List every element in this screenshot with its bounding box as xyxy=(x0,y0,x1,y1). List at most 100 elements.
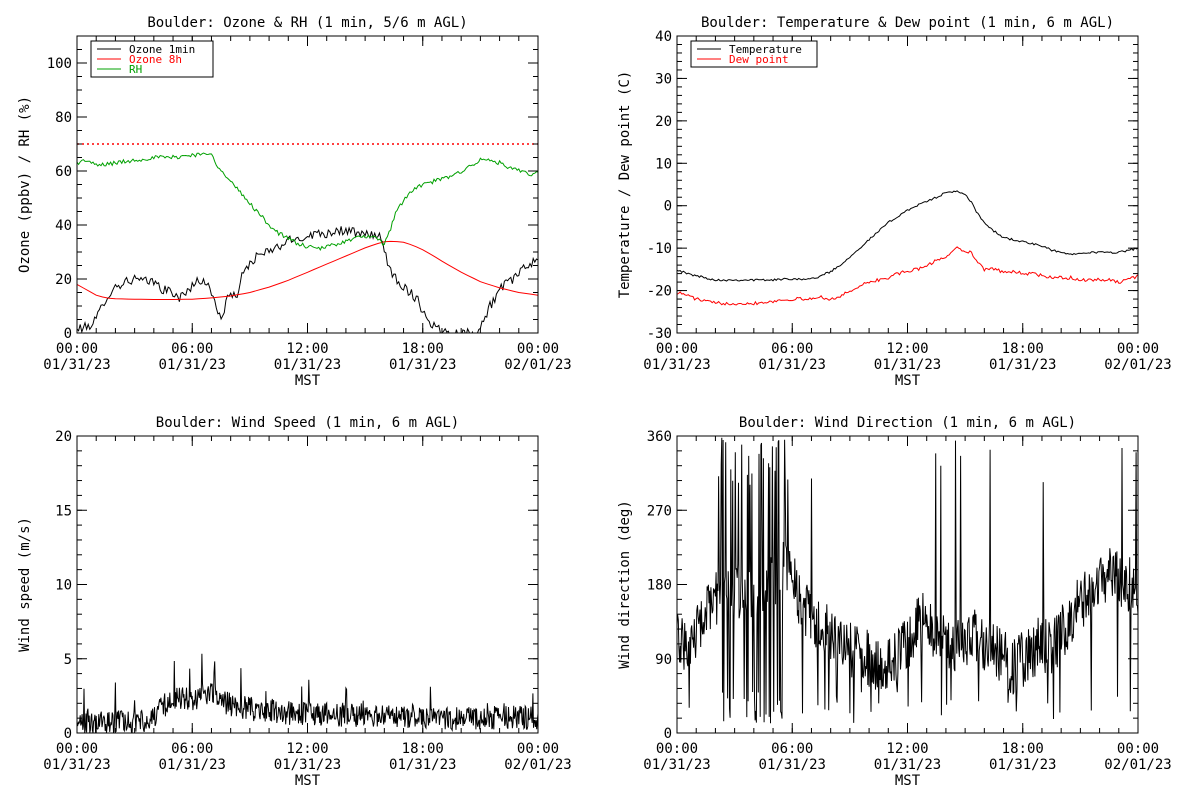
y-tick-label: 60 xyxy=(55,164,72,180)
legend-label: Ozone 8h xyxy=(129,53,182,66)
series-line-ozone-8h xyxy=(77,240,538,300)
plot-frame xyxy=(76,35,539,334)
x-tick-date-label: 01/31/23 xyxy=(389,357,456,373)
series-line-ozone-1min xyxy=(77,226,538,333)
x-tick-date-label: 01/31/23 xyxy=(874,357,941,373)
x-tick-date-label: 02/01/23 xyxy=(1104,357,1171,373)
legend-label: Temperature xyxy=(729,43,802,56)
legend-label: Dew point xyxy=(729,53,789,66)
y-tick-label: 10 xyxy=(55,578,72,594)
x-tick-label: 00:00 xyxy=(656,741,698,757)
x-tick-label: 06:00 xyxy=(771,741,813,757)
legend-label: Ozone 1min xyxy=(129,43,195,56)
series-group xyxy=(77,143,538,333)
x-tick-date-label: 01/31/23 xyxy=(159,757,226,773)
legend-box xyxy=(690,40,818,68)
x-tick-label: 12:00 xyxy=(886,741,928,757)
x-tick-date-label: 01/31/23 xyxy=(274,757,341,773)
x-tick-date-label: 02/01/23 xyxy=(504,357,571,373)
x-tick-date-label: 01/31/23 xyxy=(643,757,710,773)
y-tick-label: 360 xyxy=(647,429,672,445)
y-tick-label: 0 xyxy=(64,726,72,742)
x-tick-label: 18:00 xyxy=(1002,341,1044,357)
x-tick-date-label: 02/01/23 xyxy=(504,757,571,773)
x-tick-label: 00:00 xyxy=(517,341,559,357)
x-tick-date-label: 01/31/23 xyxy=(643,357,710,373)
y-tick-label: 0 xyxy=(664,199,672,215)
chart-title: Boulder: Temperature & Dew point (1 min,… xyxy=(701,15,1114,31)
plot-frame xyxy=(676,35,1139,334)
x-axis-label: MST xyxy=(895,773,921,789)
series-line-dew-point xyxy=(677,246,1138,306)
panel-temperature: Boulder: Temperature & Dew point (1 min,… xyxy=(617,15,1172,389)
y-tick-label: 90 xyxy=(655,652,672,668)
y-tick-label: 40 xyxy=(55,218,72,234)
y-tick-label: 10 xyxy=(655,156,672,172)
panel-ozone: Boulder: Ozone & RH (1 min, 5/6 m AGL)00… xyxy=(17,15,572,389)
x-tick-label: 06:00 xyxy=(771,341,813,357)
x-tick-label: 06:00 xyxy=(171,741,213,757)
chart-title: Boulder: Wind Direction (1 min, 6 m AGL) xyxy=(739,415,1076,431)
y-tick-label: 100 xyxy=(47,56,72,72)
series-line-temperature xyxy=(677,190,1138,282)
plot-frame xyxy=(76,435,539,734)
y-tick-label: 0 xyxy=(64,326,72,342)
x-axis-label: MST xyxy=(895,373,921,389)
y-tick-label: -30 xyxy=(647,326,672,342)
y-tick-label: -20 xyxy=(647,284,672,300)
x-tick-label: 00:00 xyxy=(1117,341,1159,357)
x-tick-label: 00:00 xyxy=(656,341,698,357)
y-tick-label: 270 xyxy=(647,503,672,519)
x-tick-date-label: 01/31/23 xyxy=(43,757,110,773)
x-tick-date-label: 01/31/23 xyxy=(159,357,226,373)
series-line-winddir xyxy=(677,437,1138,724)
series-group xyxy=(677,190,1138,306)
panel-winddir: Boulder: Wind Direction (1 min, 6 m AGL)… xyxy=(617,415,1172,789)
y-axis-label: Wind direction (deg) xyxy=(617,500,633,669)
x-tick-date-label: 01/31/23 xyxy=(389,757,456,773)
x-tick-label: 00:00 xyxy=(56,341,98,357)
y-tick-label: 20 xyxy=(55,272,72,288)
legend-label: RH xyxy=(129,63,142,76)
series-line-windspeed xyxy=(77,653,538,733)
chart-title: Boulder: Wind Speed (1 min, 6 m AGL) xyxy=(156,415,459,431)
y-axis-label: Wind speed (m/s) xyxy=(17,517,33,652)
x-tick-date-label: 01/31/23 xyxy=(874,757,941,773)
x-tick-date-label: 01/31/23 xyxy=(759,757,826,773)
y-tick-label: 20 xyxy=(655,114,672,130)
y-tick-label: 5 xyxy=(64,652,72,668)
x-tick-label: 00:00 xyxy=(56,741,98,757)
series-line-rh xyxy=(77,152,538,251)
x-tick-label: 18:00 xyxy=(402,741,444,757)
x-tick-label: 06:00 xyxy=(171,341,213,357)
x-tick-date-label: 01/31/23 xyxy=(43,357,110,373)
x-axis-label: MST xyxy=(295,373,321,389)
x-tick-label: 12:00 xyxy=(886,341,928,357)
x-tick-label: 00:00 xyxy=(1117,741,1159,757)
y-tick-label: 0 xyxy=(664,726,672,742)
y-tick-label: 20 xyxy=(55,429,72,445)
series-group xyxy=(677,437,1138,724)
x-tick-label: 18:00 xyxy=(402,341,444,357)
series-group xyxy=(77,653,538,733)
x-tick-label: 12:00 xyxy=(286,341,328,357)
panel-windspeed: Boulder: Wind Speed (1 min, 6 m AGL) 00:0… xyxy=(17,415,572,789)
y-axis-label: Ozone (ppbv) / RH (%) xyxy=(17,96,33,273)
y-tick-label: 15 xyxy=(55,503,72,519)
y-tick-label: 30 xyxy=(655,71,672,87)
y-tick-label: -10 xyxy=(647,241,672,257)
x-tick-label: 00:00 xyxy=(517,741,559,757)
chart-title: Boulder: Ozone & RH (1 min, 5/6 m AGL) xyxy=(147,15,467,31)
x-tick-date-label: 02/01/23 xyxy=(1104,757,1171,773)
x-tick-date-label: 01/31/23 xyxy=(274,357,341,373)
y-tick-label: 40 xyxy=(655,29,672,45)
y-tick-label: 80 xyxy=(55,110,72,126)
x-tick-date-label: 01/31/23 xyxy=(989,757,1056,773)
x-tick-date-label: 01/31/23 xyxy=(759,357,826,373)
y-tick-label: 180 xyxy=(647,578,672,594)
x-tick-date-label: 01/31/23 xyxy=(989,357,1056,373)
x-tick-label: 12:00 xyxy=(286,741,328,757)
x-tick-label: 18:00 xyxy=(1002,741,1044,757)
y-axis-label: Temperature / Dew point (C) xyxy=(617,71,633,299)
